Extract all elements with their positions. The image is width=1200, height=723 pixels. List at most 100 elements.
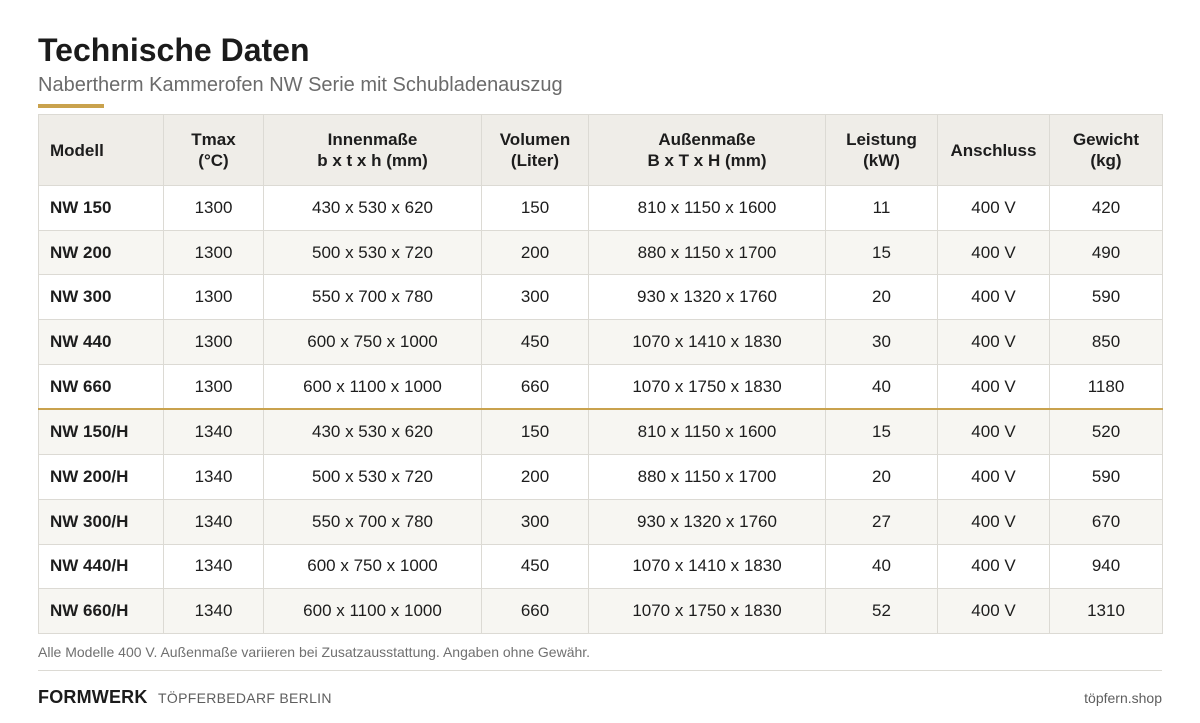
footer-divider <box>38 670 1162 671</box>
col-header-aussenmasse: Außenmaße B x T x H (mm) <box>588 114 826 186</box>
cell-tmax: 1340 <box>163 498 264 545</box>
cell-tmax: 1340 <box>163 588 264 634</box>
cell-inner-dimensions: 500 x 530 x 720 <box>263 229 482 276</box>
cell-weight: 420 <box>1049 185 1163 231</box>
cell-outer-dimensions: 1070 x 1750 x 1830 <box>588 363 826 410</box>
cell-power: 40 <box>825 543 938 590</box>
cell-power: 15 <box>825 229 938 276</box>
cell-inner-dimensions: 430 x 530 x 620 <box>263 408 482 456</box>
spec-table: Modell Tmax (°C) Innenmaße b x t x h (mm… <box>38 114 1163 634</box>
cell-volume: 300 <box>481 274 589 321</box>
cell-inner-dimensions: 430 x 530 x 620 <box>263 185 482 231</box>
cell-tmax: 1340 <box>163 408 264 456</box>
cell-tmax: 1300 <box>163 274 264 321</box>
table-row: NW 660 1300 600 x 1100 x 1000 660 1070 x… <box>38 363 1163 410</box>
cell-outer-dimensions: 880 x 1150 x 1700 <box>588 454 826 500</box>
col-header-gewicht: Gewicht (kg) <box>1049 114 1163 186</box>
cell-volume: 660 <box>481 363 589 410</box>
col-header-tmax: Tmax (°C) <box>163 114 264 186</box>
cell-volume: 150 <box>481 408 589 456</box>
cell-model: NW 150 <box>38 185 164 231</box>
cell-power: 52 <box>825 588 938 634</box>
col-header-volumen: Volumen (Liter) <box>481 114 589 186</box>
footnote: Alle Modelle 400 V. Außenmaße variieren … <box>38 644 591 660</box>
cell-outer-dimensions: 1070 x 1410 x 1830 <box>588 319 826 365</box>
table-header-row: Modell Tmax (°C) Innenmaße b x t x h (mm… <box>38 114 1163 186</box>
brand-tagline: TÖPFERBEDARF BERLIN <box>158 690 332 706</box>
cell-model: NW 200 <box>38 229 164 276</box>
cell-connection: 400 V <box>937 319 1050 365</box>
cell-inner-dimensions: 600 x 750 x 1000 <box>263 319 482 365</box>
table-row: NW 300/H 1340 550 x 700 x 780 300 930 x … <box>38 498 1163 545</box>
col-header-anschluss: Anschluss <box>937 114 1050 186</box>
cell-outer-dimensions: 810 x 1150 x 1600 <box>588 408 826 456</box>
cell-weight: 670 <box>1049 498 1163 545</box>
footer-brand: FORMWERK TÖPFERBEDARF BERLIN <box>38 687 332 708</box>
table-row: NW 200 1300 500 x 530 x 720 200 880 x 11… <box>38 229 1163 276</box>
cell-model: NW 200/H <box>38 454 164 500</box>
cell-power: 20 <box>825 454 938 500</box>
cell-model: NW 300/H <box>38 498 164 545</box>
cell-outer-dimensions: 930 x 1320 x 1760 <box>588 274 826 321</box>
cell-weight: 1180 <box>1049 363 1163 410</box>
cell-connection: 400 V <box>937 274 1050 321</box>
cell-power: 30 <box>825 319 938 365</box>
cell-inner-dimensions: 600 x 1100 x 1000 <box>263 363 482 410</box>
cell-power: 11 <box>825 185 938 231</box>
cell-outer-dimensions: 930 x 1320 x 1760 <box>588 498 826 545</box>
cell-outer-dimensions: 880 x 1150 x 1700 <box>588 229 826 276</box>
cell-tmax: 1300 <box>163 363 264 410</box>
cell-weight: 850 <box>1049 319 1163 365</box>
cell-tmax: 1300 <box>163 185 264 231</box>
cell-connection: 400 V <box>937 229 1050 276</box>
cell-connection: 400 V <box>937 363 1050 410</box>
cell-weight: 940 <box>1049 543 1163 590</box>
brand-name: FORMWERK <box>38 687 148 707</box>
cell-weight: 590 <box>1049 454 1163 500</box>
cell-inner-dimensions: 600 x 1100 x 1000 <box>263 588 482 634</box>
cell-connection: 400 V <box>937 185 1050 231</box>
table-row: NW 150/H 1340 430 x 530 x 620 150 810 x … <box>38 408 1163 456</box>
table-row: NW 440/H 1340 600 x 750 x 1000 450 1070 … <box>38 543 1163 590</box>
cell-tmax: 1300 <box>163 229 264 276</box>
cell-volume: 200 <box>481 454 589 500</box>
table-row: NW 200/H 1340 500 x 530 x 720 200 880 x … <box>38 454 1163 500</box>
cell-volume: 300 <box>481 498 589 545</box>
col-header-leistung: Leistung (kW) <box>825 114 938 186</box>
cell-model: NW 300 <box>38 274 164 321</box>
cell-weight: 520 <box>1049 408 1163 456</box>
table-row: NW 300 1300 550 x 700 x 780 300 930 x 13… <box>38 274 1163 321</box>
cell-tmax: 1340 <box>163 454 264 500</box>
footer-site-link[interactable]: töpfern.shop <box>1084 690 1162 706</box>
cell-power: 20 <box>825 274 938 321</box>
title-accent-rule <box>38 104 104 108</box>
cell-connection: 400 V <box>937 588 1050 634</box>
table-row: NW 660/H 1340 600 x 1100 x 1000 660 1070… <box>38 588 1163 634</box>
cell-outer-dimensions: 1070 x 1750 x 1830 <box>588 588 826 634</box>
cell-power: 40 <box>825 363 938 410</box>
table-row: NW 440 1300 600 x 750 x 1000 450 1070 x … <box>38 319 1163 365</box>
cell-connection: 400 V <box>937 543 1050 590</box>
cell-power: 15 <box>825 408 938 456</box>
cell-tmax: 1300 <box>163 319 264 365</box>
cell-connection: 400 V <box>937 498 1050 545</box>
cell-power: 27 <box>825 498 938 545</box>
cell-inner-dimensions: 550 x 700 x 780 <box>263 498 482 545</box>
cell-volume: 150 <box>481 185 589 231</box>
cell-connection: 400 V <box>937 454 1050 500</box>
page-subtitle: Nabertherm Kammerofen NW Serie mit Schub… <box>38 74 563 96</box>
cell-inner-dimensions: 600 x 750 x 1000 <box>263 543 482 590</box>
cell-model: NW 660 <box>38 363 164 410</box>
cell-weight: 590 <box>1049 274 1163 321</box>
cell-inner-dimensions: 550 x 700 x 780 <box>263 274 482 321</box>
page-title: Technische Daten <box>38 32 310 68</box>
cell-weight: 490 <box>1049 229 1163 276</box>
cell-outer-dimensions: 1070 x 1410 x 1830 <box>588 543 826 590</box>
col-header-modell: Modell <box>38 114 164 186</box>
cell-volume: 660 <box>481 588 589 634</box>
cell-volume: 200 <box>481 229 589 276</box>
cell-model: NW 660/H <box>38 588 164 634</box>
cell-tmax: 1340 <box>163 543 264 590</box>
cell-volume: 450 <box>481 543 589 590</box>
cell-inner-dimensions: 500 x 530 x 720 <box>263 454 482 500</box>
